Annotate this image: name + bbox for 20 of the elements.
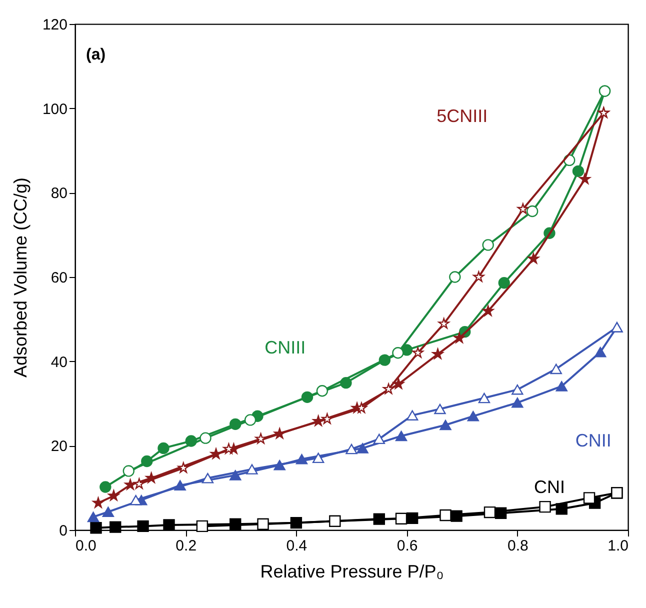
- x-tick-label: 1.0: [608, 538, 628, 554]
- series-label: CNIII: [264, 338, 306, 358]
- y-tick-label: 20: [50, 438, 68, 456]
- series-label: CNI: [534, 476, 565, 497]
- x-axis-title: Relative Pressure P/P₀: [260, 562, 444, 582]
- x-tick-label: 0.8: [507, 538, 528, 554]
- y-tick-label: 80: [50, 185, 68, 202]
- x-tick-label: 0.4: [286, 538, 308, 554]
- annotation: (a): [86, 46, 106, 64]
- text: 5CNIII: [436, 106, 488, 126]
- y-tick-label: 60: [50, 270, 68, 286]
- y-axis-title: Adsorbed Volume (CC/g): [10, 177, 30, 378]
- x-tick-label: 0.6: [396, 538, 418, 554]
- y-tick-label: 100: [42, 100, 68, 118]
- y-tick-label: 120: [42, 16, 68, 34]
- x-tick-label: 0.0: [76, 538, 96, 554]
- text: CNII: [575, 430, 612, 450]
- y-tick-label: 40: [50, 354, 68, 371]
- x-tick-label: 0.2: [176, 538, 197, 554]
- y-tick-label: 0: [59, 522, 68, 540]
